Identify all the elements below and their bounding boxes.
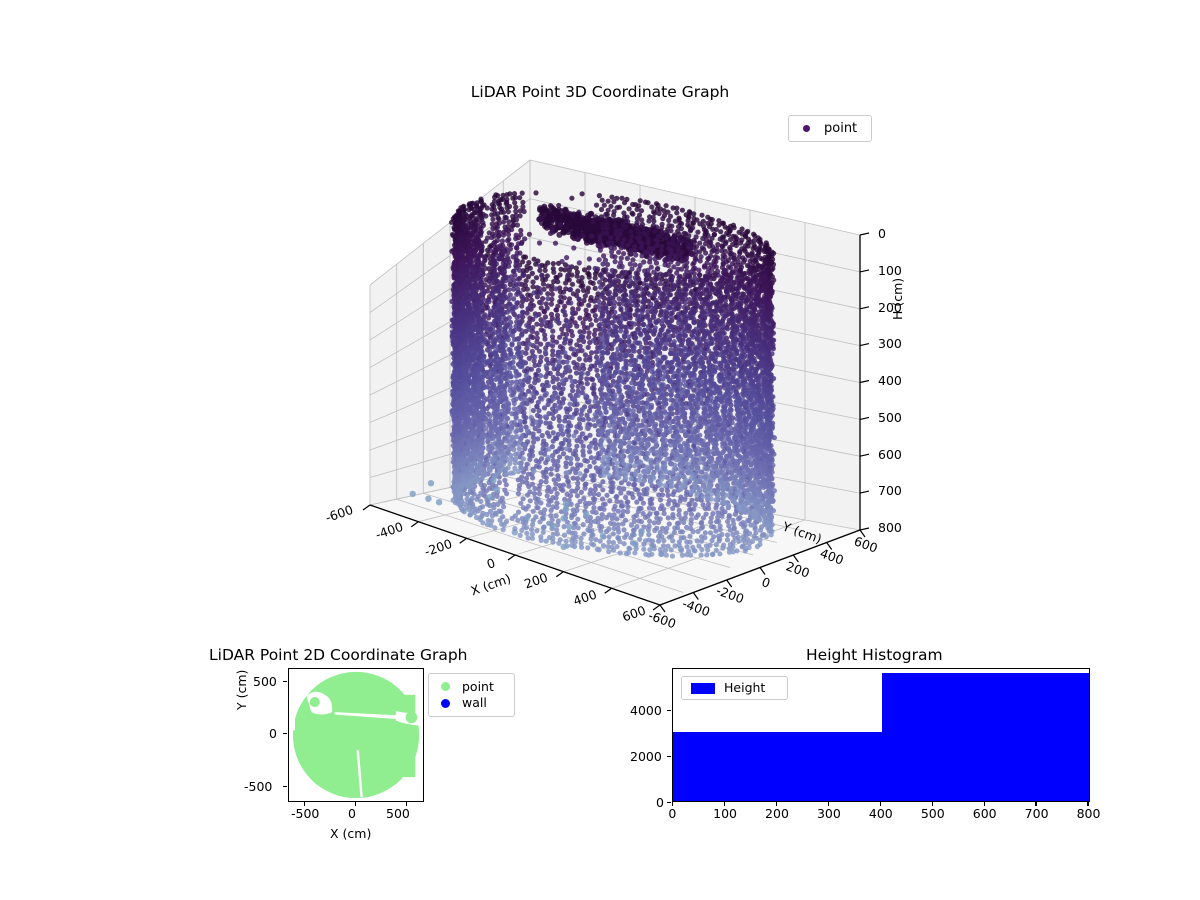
plot3d-ztick-2: 200 bbox=[878, 300, 902, 315]
plot3d-canvas bbox=[362, 159, 870, 613]
histogram-xtickmark-8 bbox=[1087, 802, 1089, 806]
histogram-xtick-3: 300 bbox=[816, 806, 841, 821]
legend-label-wall: wall bbox=[462, 695, 487, 710]
legend-label-height: Height bbox=[724, 679, 766, 695]
plot2d-axes[interactable] bbox=[288, 668, 424, 802]
plot3d-ztick-4: 400 bbox=[878, 373, 902, 388]
plot3d-ztick-8: 800 bbox=[878, 520, 902, 535]
histogram-bar bbox=[673, 732, 882, 801]
plot3d-legend: point bbox=[788, 115, 872, 142]
histogram-xtickmark-6 bbox=[983, 802, 985, 806]
histogram-xtick-2: 200 bbox=[765, 806, 789, 821]
plot2d-xtick-1: 0 bbox=[348, 806, 356, 821]
histogram-ytickmark-0 bbox=[667, 801, 671, 803]
histogram-xtick-6: 600 bbox=[972, 806, 997, 821]
histogram-xtickmark-7 bbox=[1035, 802, 1037, 806]
plot3d-axes[interactable]: -600 -400 -200 0 200 400 600 X (cm) -600… bbox=[323, 140, 905, 631]
plot3d-ztick-3: 300 bbox=[878, 336, 902, 351]
plot2d-xtickmark-0 bbox=[304, 802, 306, 806]
plot3d-ztick-1: 100 bbox=[878, 263, 902, 278]
histogram-ytickmark-2 bbox=[667, 709, 671, 711]
plot3d-point-cloud bbox=[409, 190, 777, 559]
histogram-xtick-8: 800 bbox=[1076, 806, 1101, 821]
legend-item-point: point bbox=[435, 678, 508, 694]
legend-item-height: Height bbox=[687, 679, 782, 695]
plot3d-ztick-0: 0 bbox=[878, 226, 886, 241]
histogram-title: Height Histogram bbox=[806, 646, 943, 664]
point-marker-icon bbox=[803, 125, 810, 132]
legend-item-point: point bbox=[795, 122, 865, 135]
plot2d-xtickmark-1 bbox=[355, 802, 357, 806]
plot2d-ytickmark-0 bbox=[283, 681, 287, 683]
histogram-xtickmark-1 bbox=[723, 802, 726, 806]
histogram-xtick-0: 0 bbox=[668, 806, 677, 821]
plot2d-ytick-2: -500 bbox=[244, 779, 273, 794]
histogram-ytick-2: 4000 bbox=[630, 703, 662, 718]
plot2d-xtickmark-2 bbox=[406, 802, 408, 806]
histogram-bar bbox=[882, 673, 1089, 801]
plot2d-ytickmark-1 bbox=[283, 733, 287, 735]
legend-label-point: point bbox=[824, 121, 858, 136]
point-marker-icon bbox=[441, 682, 450, 692]
plot2d-legend: point wall bbox=[428, 673, 515, 717]
plot3d-ztick-5: 500 bbox=[878, 410, 902, 425]
histogram-xtickmark-0 bbox=[672, 802, 674, 806]
histogram-xtick-7: 700 bbox=[1024, 806, 1049, 821]
plot3d-zaxis-label: H (cm) bbox=[890, 277, 905, 320]
histogram-xtickmark-3 bbox=[827, 802, 829, 806]
wall-marker-icon bbox=[441, 698, 450, 708]
histogram-xtick-4: 400 bbox=[868, 806, 893, 821]
histogram-xtickmark-2 bbox=[775, 802, 778, 806]
histogram-ytick-0: 0 bbox=[656, 795, 664, 810]
histogram-xtick-5: 500 bbox=[920, 806, 945, 821]
legend-label-point: point bbox=[462, 678, 494, 694]
height-patch-icon bbox=[691, 682, 715, 694]
plot3d-title: LiDAR Point 3D Coordinate Graph bbox=[470, 83, 730, 101]
plot2d-xtick-2: 500 bbox=[386, 806, 410, 821]
plot3d-ztick-6: 600 bbox=[878, 447, 902, 462]
plot2d-ytickmark-2 bbox=[283, 786, 287, 788]
plot2d-ytick-1: 0 bbox=[269, 726, 277, 741]
plot2d-yaxis-label: Y (cm) bbox=[234, 669, 249, 710]
legend-item-wall: wall bbox=[435, 695, 508, 710]
plot2d-xtick-0: -500 bbox=[291, 806, 320, 821]
plot3d-ztick-7: 700 bbox=[878, 483, 902, 498]
histogram-xtickmark-4 bbox=[879, 802, 881, 806]
plot2d-point-cloud bbox=[289, 669, 420, 799]
plot2d-title: LiDAR Point 2D Coordinate Graph bbox=[209, 646, 468, 664]
histogram-legend: Height bbox=[681, 676, 788, 700]
plot2d-canvas bbox=[289, 669, 420, 799]
histogram-ytick-1: 2000 bbox=[630, 749, 662, 764]
histogram-xtick-1: 100 bbox=[713, 806, 737, 821]
plot2d-ytick-0: 500 bbox=[253, 674, 277, 689]
plot2d-xaxis-label: X (cm) bbox=[330, 826, 372, 841]
histogram-ytickmark-1 bbox=[667, 755, 671, 757]
histogram-xtickmark-5 bbox=[931, 802, 933, 806]
